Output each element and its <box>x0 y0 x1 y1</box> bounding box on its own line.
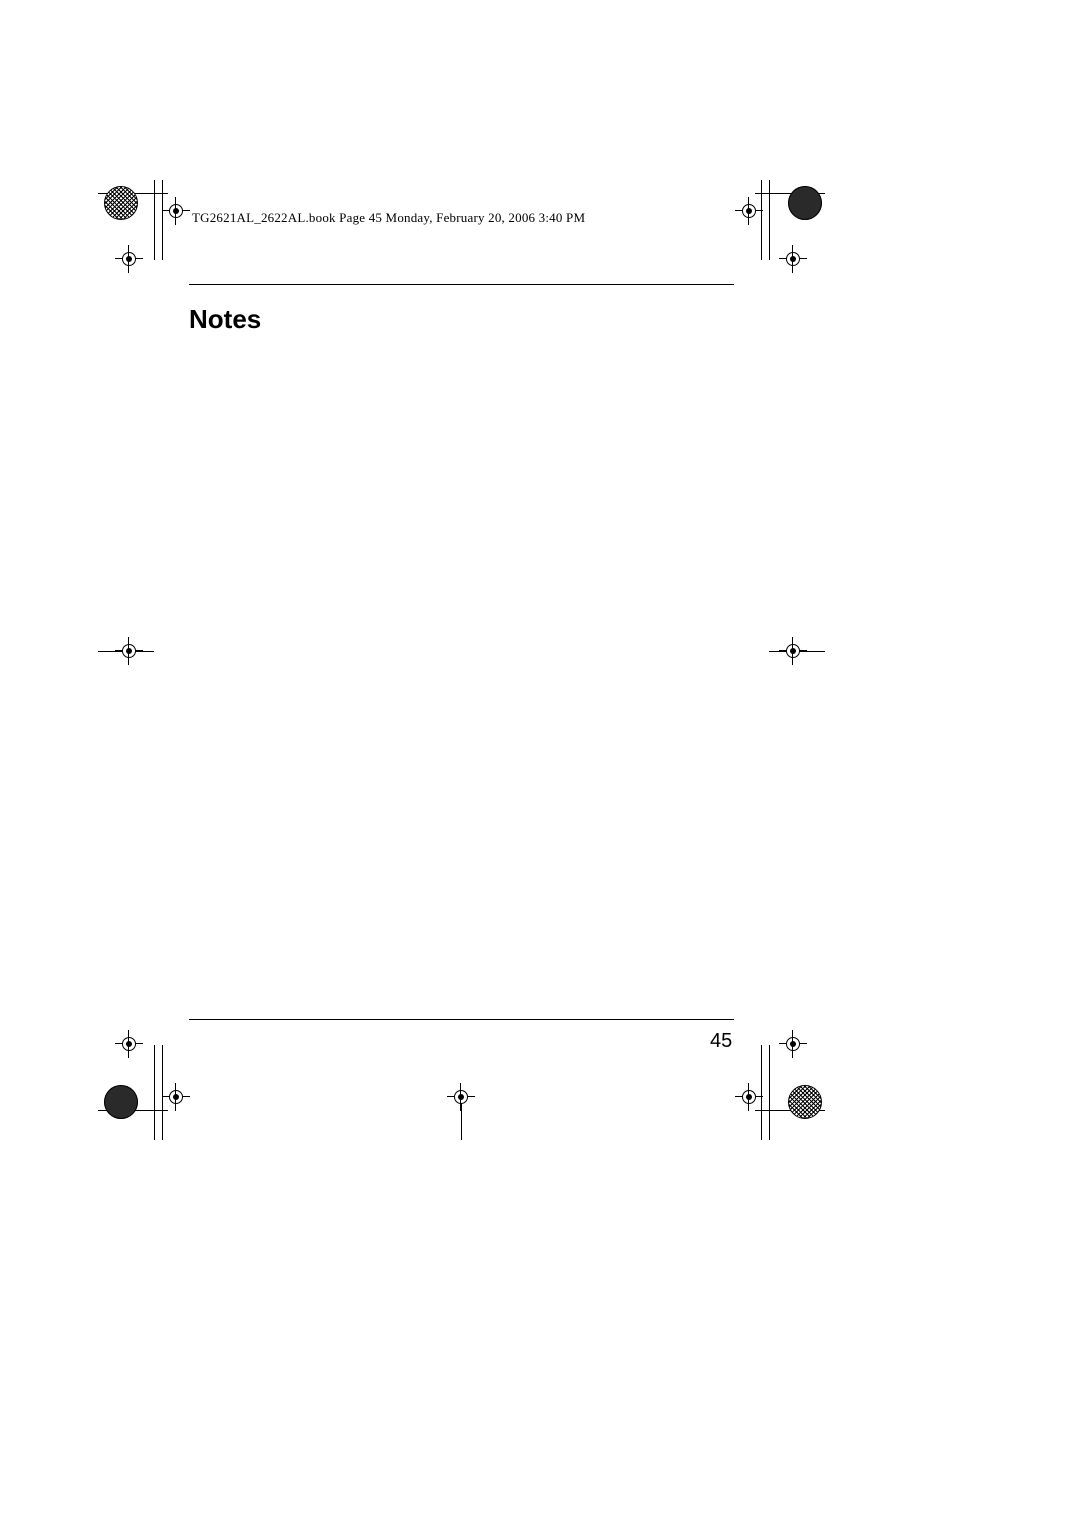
registration-mark-icon <box>779 1030 807 1058</box>
registration-mark-icon <box>162 197 190 225</box>
crop-line-bottom-left-v1 <box>154 1045 155 1140</box>
crop-line-top-right-v2 <box>769 180 770 260</box>
registration-mark-icon <box>779 245 807 273</box>
registration-mark-icon <box>115 1030 143 1058</box>
header-file-info: TG2621AL_2622AL.book Page 45 Monday, Feb… <box>192 210 585 226</box>
page-number: 45 <box>710 1030 732 1053</box>
registration-mark-icon <box>115 637 143 665</box>
registration-mark-icon <box>162 1083 190 1111</box>
content-divider-bottom <box>189 1019 734 1020</box>
content-divider-top <box>189 284 734 285</box>
globe-disc-bottom-left <box>104 1085 138 1119</box>
globe-disc-top-right <box>788 186 822 220</box>
registration-mark-icon <box>115 245 143 273</box>
crop-line-top-left-v1 <box>154 180 155 260</box>
page-heading: Notes <box>189 304 261 335</box>
registration-mark-icon <box>735 1083 763 1111</box>
registration-mark-icon <box>447 1083 475 1111</box>
crop-line-bottom-right-v2 <box>769 1045 770 1140</box>
registration-mark-icon <box>735 197 763 225</box>
hatched-disc-bottom-right <box>788 1085 822 1119</box>
registration-mark-icon <box>779 637 807 665</box>
hatched-disc-top-left <box>104 186 138 220</box>
